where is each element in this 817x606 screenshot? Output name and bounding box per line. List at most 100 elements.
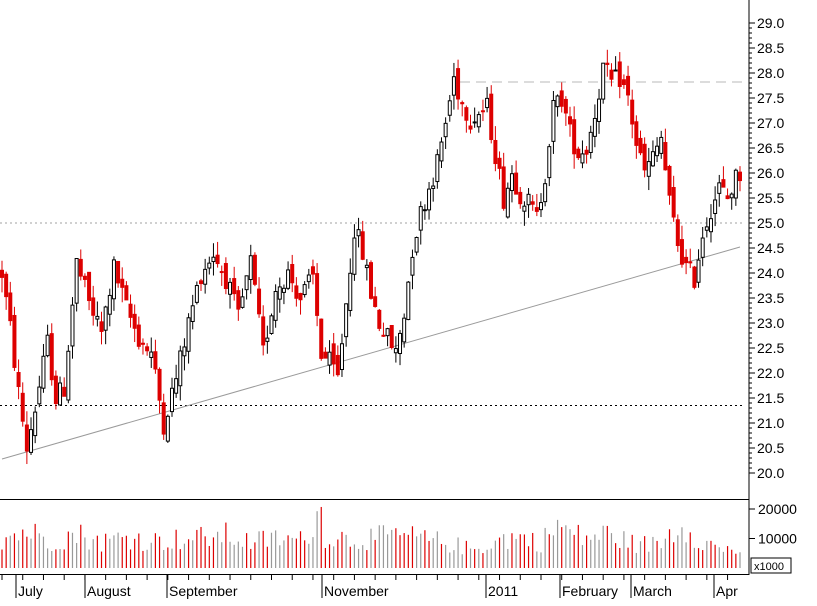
candle-body — [174, 378, 179, 394]
candle-body — [509, 173, 514, 192]
candle — [468, 114, 473, 134]
volume-series — [1, 506, 741, 568]
candle-body — [53, 375, 58, 405]
candle-body — [721, 179, 726, 188]
candle — [29, 417, 34, 455]
candle-body — [414, 236, 419, 253]
candle-body — [99, 321, 104, 332]
candle-body — [298, 292, 303, 301]
candle-body — [601, 62, 606, 100]
candle-body — [485, 97, 490, 109]
candle — [120, 267, 125, 303]
candle — [692, 265, 697, 290]
candle — [601, 62, 606, 104]
candle-body — [663, 142, 668, 171]
candle — [476, 111, 481, 133]
candle — [298, 292, 303, 315]
candle-body — [398, 332, 403, 355]
candle — [82, 273, 87, 288]
candle-body — [306, 274, 311, 283]
candle-body — [244, 275, 249, 291]
candle — [443, 117, 448, 149]
candle — [738, 166, 742, 192]
price-tick-label: 26.5 — [757, 140, 784, 156]
time-label: February — [562, 583, 618, 599]
time-label: 2011 — [488, 583, 518, 599]
candle-body — [638, 137, 643, 154]
candle — [356, 217, 361, 248]
candle-body — [377, 309, 382, 329]
candle-body — [82, 275, 87, 280]
candle-body — [559, 90, 564, 107]
candle-body — [294, 285, 299, 299]
candle-body — [522, 205, 527, 212]
candle — [588, 125, 593, 159]
candle-body — [551, 99, 556, 142]
candle-body — [103, 306, 108, 331]
candle — [269, 313, 274, 335]
candle-body — [621, 79, 626, 86]
candle — [369, 260, 373, 300]
candle-body — [70, 304, 75, 347]
candle-body — [132, 313, 137, 329]
price-tick-label: 26.0 — [757, 165, 784, 181]
price-tick-label: 22.5 — [757, 340, 784, 356]
candle-body — [733, 169, 738, 199]
candle — [107, 288, 112, 327]
price-axis: 20.0 20.5 21.0 21.5 22.0 22.5 23.0 23.5 24.0 24.5… — [749, 15, 784, 481]
candle — [16, 359, 21, 400]
candle — [451, 62, 456, 110]
candle-body — [190, 305, 195, 322]
candle — [418, 201, 423, 245]
candle — [538, 193, 543, 218]
candle-body — [547, 146, 552, 179]
candle — [609, 63, 614, 87]
candle — [273, 284, 278, 328]
price-tick-label: 28.5 — [757, 40, 784, 56]
candle-body — [87, 271, 92, 302]
candle-body — [572, 119, 577, 155]
candle — [290, 254, 295, 293]
candle-body — [165, 415, 170, 442]
candle — [431, 177, 436, 202]
candle-body — [315, 273, 320, 316]
candle — [74, 258, 79, 312]
candle — [597, 88, 602, 134]
candle-body — [505, 187, 510, 218]
candle-body — [182, 346, 187, 357]
candle — [211, 243, 216, 276]
candle — [182, 338, 187, 371]
candle-body — [66, 350, 71, 401]
candle — [352, 224, 357, 281]
candle-body — [356, 229, 361, 237]
candle — [493, 126, 498, 172]
candle-body — [16, 372, 21, 388]
candle — [563, 96, 568, 126]
candle — [286, 261, 291, 291]
candle — [37, 375, 42, 408]
candle — [555, 94, 560, 117]
candle-body — [597, 98, 602, 122]
candle — [580, 140, 585, 169]
candle-body — [667, 165, 672, 196]
candle-body — [120, 278, 125, 288]
candle — [360, 220, 365, 261]
candle-body — [576, 148, 581, 159]
candle-body — [456, 68, 461, 100]
candle — [4, 271, 9, 310]
candle — [174, 364, 179, 398]
candle-body — [675, 219, 680, 247]
candle-body — [319, 318, 324, 359]
candle — [153, 339, 158, 374]
candle-body — [617, 61, 622, 87]
candle-body — [116, 260, 121, 284]
candle — [149, 337, 154, 368]
candle — [219, 265, 224, 286]
candle-body — [708, 218, 713, 233]
candle-body — [265, 337, 270, 342]
candle-body — [157, 368, 162, 401]
candle-body — [186, 317, 191, 352]
candle-body — [199, 280, 204, 285]
candle-body — [364, 264, 369, 269]
candle-body — [29, 429, 34, 453]
